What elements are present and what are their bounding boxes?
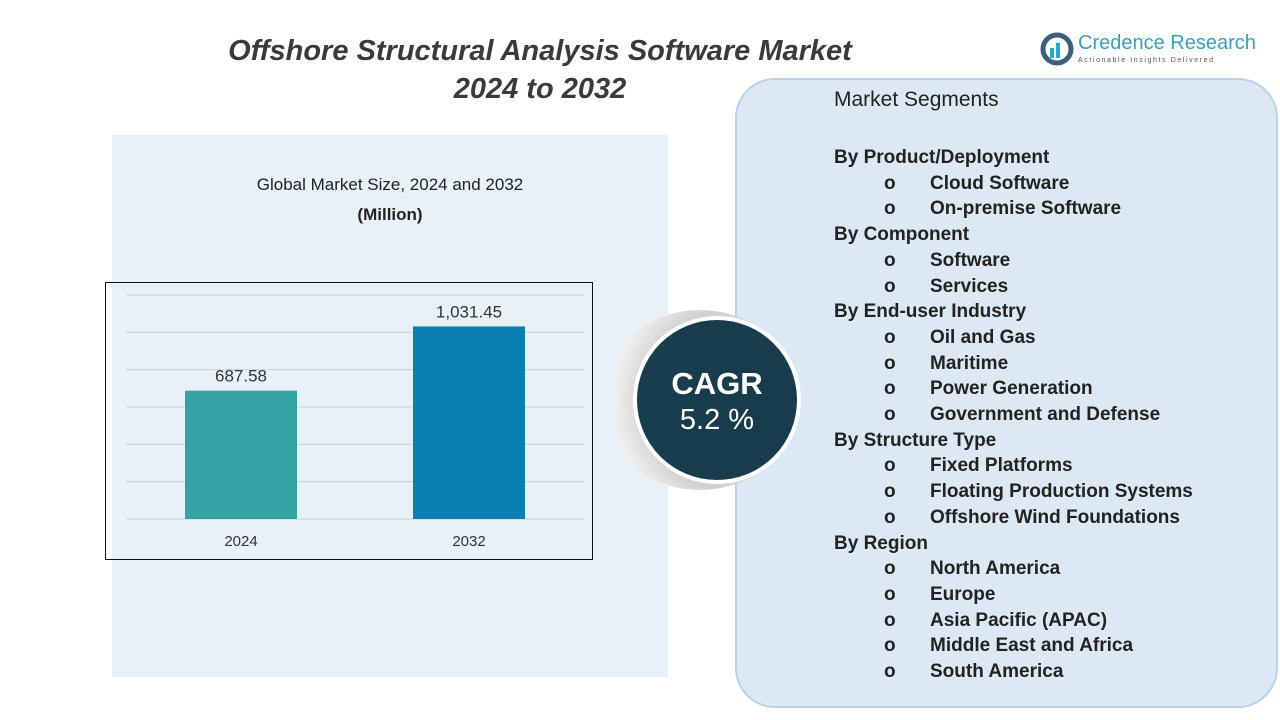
bullet-icon: o xyxy=(884,583,896,605)
x-tick-label: 2024 xyxy=(224,533,257,550)
segment-item-label: Oil and Gas xyxy=(930,326,1036,348)
bullet-icon: o xyxy=(884,558,896,580)
segment-heading: By Region xyxy=(834,532,928,554)
segment-item-label: South America xyxy=(930,661,1064,683)
segment-heading: By End-user Industry xyxy=(834,301,1027,323)
segment-item: o Government and Defense xyxy=(834,402,1193,428)
bullet-icon: o xyxy=(884,635,896,657)
logo: Credence Research Actionable Insights De… xyxy=(1040,30,1270,70)
segment-item: o Cloud Software xyxy=(834,171,1193,197)
segment-item: o Maritime xyxy=(834,351,1193,377)
segment-item: o Software xyxy=(834,248,1193,274)
x-tick-label: 2032 xyxy=(452,533,485,550)
segment-item-label: Floating Production Systems xyxy=(930,481,1193,503)
bullet-icon: o xyxy=(884,404,896,426)
segment-item: o North America xyxy=(834,556,1193,582)
bullet-icon: o xyxy=(884,481,896,503)
chart-title: Global Market Size, 2024 and 2032 xyxy=(256,175,524,194)
segment-item: o Power Generation xyxy=(834,376,1193,402)
bullet-icon: o xyxy=(884,275,896,297)
cagr-label: CAGR xyxy=(671,366,763,401)
segment-item-label: Maritime xyxy=(930,352,1009,374)
bar-2032 xyxy=(413,326,525,519)
page-title: Offshore Structural Analysis Software Ma… xyxy=(150,32,930,108)
logo-tagline: Actionable Insights Delivered xyxy=(1078,57,1215,64)
segment-item-label: On-premise Software xyxy=(930,198,1122,220)
segment-item: o Oil and Gas xyxy=(834,325,1193,351)
chart-subtitle: (Million) xyxy=(357,205,423,224)
bar-2024 xyxy=(185,390,297,519)
chart-frame xyxy=(105,282,593,560)
segment-item: o Fixed Platforms xyxy=(834,453,1193,479)
logo-icon xyxy=(1040,32,1074,66)
bullet-icon: o xyxy=(884,172,896,194)
title-line-1: Offshore Structural Analysis Software Ma… xyxy=(228,35,852,67)
segment-item: o Asia Pacific (APAC) xyxy=(834,608,1193,634)
segments-title: Market Segments xyxy=(834,88,999,111)
cagr-value: 5.2 % xyxy=(679,404,755,436)
segment-item-label: Services xyxy=(930,275,1009,297)
bullet-icon: o xyxy=(884,352,896,374)
segment-item: o Floating Production Systems xyxy=(834,479,1193,505)
bullet-icon: o xyxy=(884,661,896,683)
segment-item-label: Europe xyxy=(930,583,996,605)
bullet-icon: o xyxy=(884,506,896,528)
segment-item: o Services xyxy=(834,274,1193,300)
segment-item-label: Cloud Software xyxy=(930,172,1070,194)
segment-item-label: Middle East and Africa xyxy=(930,635,1134,657)
data-label: 1,031.45 xyxy=(436,302,502,321)
bullet-icon: o xyxy=(884,326,896,348)
segment-item-label: Asia Pacific (APAC) xyxy=(930,609,1108,631)
bullet-icon: o xyxy=(884,198,896,220)
bullet-icon: o xyxy=(884,378,896,400)
segments-list: By Product/Deployment o Cloud Software o On-… xyxy=(834,145,1193,685)
title-line-2: 2024 to 2032 xyxy=(453,73,627,105)
segment-item-label: North America xyxy=(930,558,1061,580)
segment-item-label: Fixed Platforms xyxy=(930,455,1073,477)
segment-item-label: Power Generation xyxy=(930,378,1093,400)
chart-title-block: Global Market Size, 2024 and 2032 (Milli… xyxy=(112,170,668,230)
segment-item: o Middle East and Africa xyxy=(834,633,1193,659)
segment-item: o South America xyxy=(834,659,1193,685)
bullet-icon: o xyxy=(884,249,896,271)
segment-item: o Europe xyxy=(834,582,1193,608)
bullet-icon: o xyxy=(884,609,896,631)
segment-heading: By Structure Type xyxy=(834,429,997,451)
cagr-badge: CAGR 5.2 % xyxy=(633,316,801,484)
segment-item: o On-premise Software xyxy=(834,196,1193,222)
segment-heading: By Product/Deployment xyxy=(834,147,1050,168)
segment-item-label: Software xyxy=(930,249,1011,271)
segment-item: o Offshore Wind Foundations xyxy=(834,505,1193,531)
market-segments-panel xyxy=(735,78,1278,708)
data-label: 687.58 xyxy=(215,367,267,386)
segment-heading: By Component xyxy=(834,224,970,246)
segment-item-label: Government and Defense xyxy=(930,404,1161,426)
logo-name: Credence Research xyxy=(1078,32,1256,54)
segment-item-label: Offshore Wind Foundations xyxy=(930,506,1180,528)
bullet-icon: o xyxy=(884,455,896,477)
